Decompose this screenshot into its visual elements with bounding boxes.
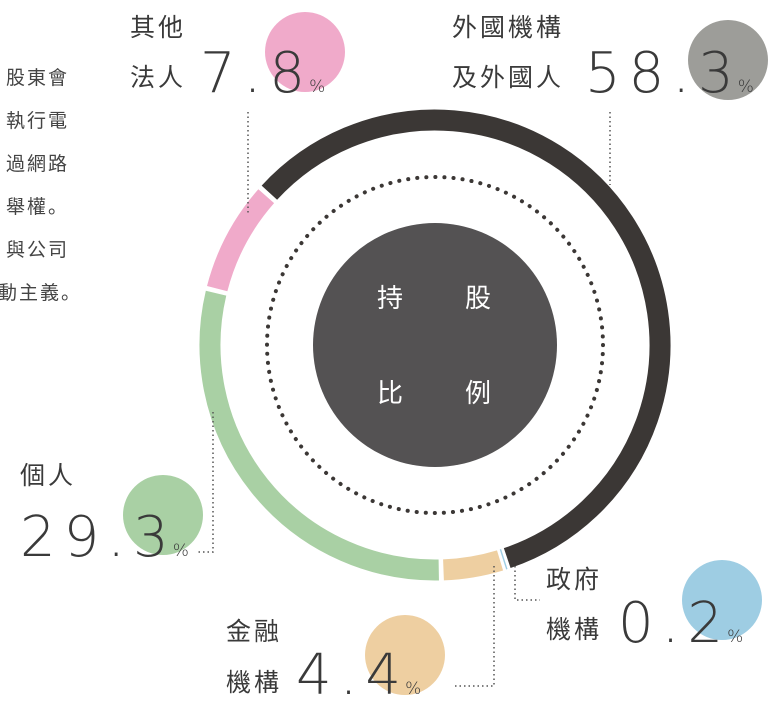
donut-segment — [207, 189, 275, 292]
value-label: 58.3% — [585, 41, 762, 106]
category-label: 其他 — [130, 13, 186, 42]
value-unit: % — [173, 541, 197, 561]
center-circle — [313, 223, 557, 467]
value-number: 29.3 — [20, 505, 177, 570]
center-text: 股 — [465, 284, 491, 314]
center-text: 例 — [465, 379, 491, 409]
value-unit: % — [309, 77, 333, 97]
label-blob — [123, 475, 203, 555]
value-label: 7.8% — [200, 41, 333, 106]
value-label: 4.4% — [296, 643, 429, 702]
leader-line — [514, 566, 540, 601]
category-label: 法人 — [130, 63, 186, 92]
category-label: 金融 — [226, 617, 282, 646]
category-label: 個人 — [20, 461, 76, 490]
category-label: 機構 — [546, 615, 602, 644]
value-number: 0.2 — [618, 591, 731, 656]
side-text: 過網路 — [6, 153, 69, 175]
side-text: 執行電 — [6, 110, 69, 132]
category-label: 機構 — [226, 668, 282, 697]
category-label: 及外國人 — [452, 63, 564, 92]
value-number: 58.3 — [585, 41, 742, 106]
donut-segment — [442, 550, 504, 581]
side-text: 動主義。 — [0, 282, 82, 304]
category-label: 政府 — [546, 565, 602, 594]
value-number: 7.8 — [200, 41, 313, 106]
label-blob — [682, 560, 762, 640]
side-text: 與公司 — [6, 239, 69, 261]
donut-segment — [261, 109, 671, 569]
value-label: 0.2% — [618, 591, 751, 656]
value-label: 29.3% — [20, 505, 197, 570]
value-unit: % — [727, 627, 751, 647]
dotted-ring — [265, 175, 605, 515]
center-text: 持 — [377, 284, 403, 314]
center-text: 比 — [377, 379, 403, 409]
value-unit: % — [405, 679, 429, 699]
donut-segment — [199, 290, 439, 581]
value-number: 4.4 — [296, 643, 409, 702]
label-blob — [688, 20, 768, 100]
category-label: 外國機構 — [452, 13, 564, 42]
leader-line — [452, 566, 495, 687]
label-blob — [365, 615, 445, 695]
side-text: 股東會 — [6, 67, 69, 89]
value-unit: % — [738, 77, 762, 97]
label-blob — [265, 12, 345, 92]
side-text: 舉權。 — [6, 196, 69, 218]
leader-line — [198, 412, 214, 553]
